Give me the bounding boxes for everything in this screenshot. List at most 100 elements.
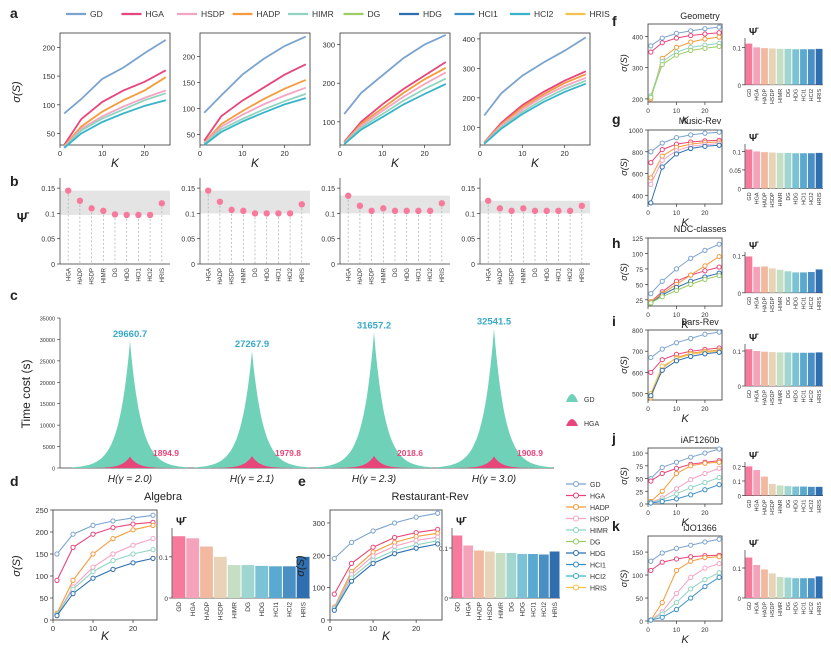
- legend-label: HGA: [146, 9, 165, 19]
- bar-hadp: [474, 550, 484, 598]
- data-point-hga: [688, 32, 694, 39]
- x-tick-label: 0: [478, 149, 482, 158]
- data-point-hdg: [673, 151, 680, 157]
- bar-himr: [776, 577, 784, 598]
- bar-y-tick-label: 0.1: [733, 567, 742, 573]
- y-axis-label: σ(S): [619, 570, 629, 587]
- data-point-gd: [688, 255, 694, 261]
- legend-marker-hsdp: [572, 515, 580, 522]
- data-point-hdg: [130, 560, 136, 566]
- chart-title: Restaurant-Rev: [391, 491, 469, 503]
- data-point-hga: [688, 554, 694, 560]
- data-point-hadp: [110, 536, 116, 542]
- data-point-hsdp: [688, 476, 694, 483]
- y-tick-label: 10000: [40, 424, 55, 430]
- bar-category-label: HCI2: [809, 500, 815, 513]
- hga-value-label: 2018.6: [397, 448, 423, 458]
- data-point-hdg: [659, 164, 665, 170]
- data-point-hadp: [702, 460, 708, 466]
- area-gd-peak: [194, 351, 310, 468]
- bar-category-label: HCI2: [287, 602, 294, 617]
- bar-hci1: [528, 554, 538, 598]
- series-line-hga: [333, 528, 438, 595]
- data-point-hadp: [716, 459, 722, 465]
- stem-point-hsdp: [508, 207, 515, 215]
- x-tick-label: 0: [58, 149, 62, 158]
- bar-category-label: HCI2: [809, 297, 815, 310]
- series-line-hadp: [343, 67, 447, 144]
- category-label: HGA: [206, 268, 212, 281]
- series-line-hdg: [333, 543, 438, 611]
- bar-hadp: [761, 569, 768, 598]
- chart-title: Bars-Rev: [681, 317, 719, 327]
- stem-point-hadp: [496, 205, 504, 212]
- bar-category-label: HADP: [762, 88, 768, 104]
- panel-label: a: [10, 5, 18, 21]
- bar-category-label: HCI2: [541, 602, 548, 617]
- bar-hga: [463, 545, 474, 598]
- y-tick-label: 0.05: [321, 237, 335, 244]
- x-tick-label: 0: [646, 108, 650, 115]
- bar-y-tick-label: 0: [164, 596, 168, 603]
- y-tick-label: 75: [636, 267, 644, 274]
- data-point-hga: [130, 521, 136, 527]
- bar-hdg: [792, 578, 800, 598]
- y-tick-label: 0.1: [45, 211, 55, 218]
- bar-category-label: HSDP: [770, 296, 776, 312]
- data-point-hadp: [150, 522, 156, 529]
- highlight-band: [340, 195, 450, 214]
- legend-label: GD: [590, 482, 601, 489]
- x-tick-label: 10: [673, 108, 681, 115]
- bar-hris: [549, 551, 560, 598]
- chart-title: Algebra: [144, 491, 183, 503]
- data-point-hga: [673, 465, 680, 471]
- x-tick-label: 0: [328, 624, 332, 633]
- data-point-hdg: [702, 351, 708, 357]
- bar-hsdp: [768, 352, 776, 386]
- plot-frame: [647, 535, 723, 622]
- plot-frame: [479, 32, 591, 146]
- x-axis-label: K: [681, 413, 689, 425]
- stem-point-hsdp: [88, 205, 95, 212]
- category-label: HIMR: [241, 267, 247, 283]
- data-point-gd: [716, 129, 722, 135]
- data-point-hga: [648, 567, 654, 574]
- data-point-hci1: [716, 482, 722, 488]
- data-point-hci1: [716, 574, 722, 580]
- data-point-dg: [648, 94, 654, 100]
- x-tick-label: 20: [412, 624, 420, 633]
- data-point-hadp: [70, 577, 76, 584]
- legend-label: GD: [90, 9, 103, 19]
- data-point-hga: [702, 268, 708, 274]
- bar-himr: [227, 565, 241, 598]
- x-tick-label: 20: [129, 624, 137, 633]
- series-line-hadp: [333, 532, 438, 608]
- y-tick-label: 0: [639, 619, 643, 626]
- data-point-gd: [648, 291, 654, 297]
- category-label: HSDP: [90, 268, 96, 285]
- y-tick-label: 0.1: [185, 211, 195, 218]
- legend-label: HIMR: [590, 528, 608, 535]
- plot-frame: [52, 509, 158, 621]
- bar-himr: [495, 553, 506, 598]
- data-point-dg: [648, 300, 654, 306]
- y-tick-label: 50: [636, 477, 644, 484]
- bar-hadp: [761, 152, 768, 189]
- bar-hsdp: [213, 556, 227, 598]
- bar-category-label: HCI1: [273, 602, 280, 617]
- series-line-hci2: [203, 97, 307, 146]
- bar-category-label: HCI1: [801, 297, 807, 310]
- panel-label: c: [10, 287, 18, 303]
- bar-category-label: DG: [245, 602, 252, 612]
- category-label: HRIS: [580, 268, 586, 282]
- data-point-hga: [659, 559, 665, 565]
- bar-category-label: HSDP: [218, 602, 225, 620]
- bar-hci1: [800, 578, 807, 598]
- bar-y-tick-label: 0.1: [439, 546, 448, 553]
- gd-value-label: 29660.7: [113, 329, 147, 340]
- y-axis-label: σ(S): [295, 555, 307, 577]
- series-line-hga: [56, 521, 154, 581]
- series-line-hsdp: [483, 76, 587, 144]
- stem-point-hris: [158, 200, 166, 207]
- data-point-himr: [673, 491, 680, 497]
